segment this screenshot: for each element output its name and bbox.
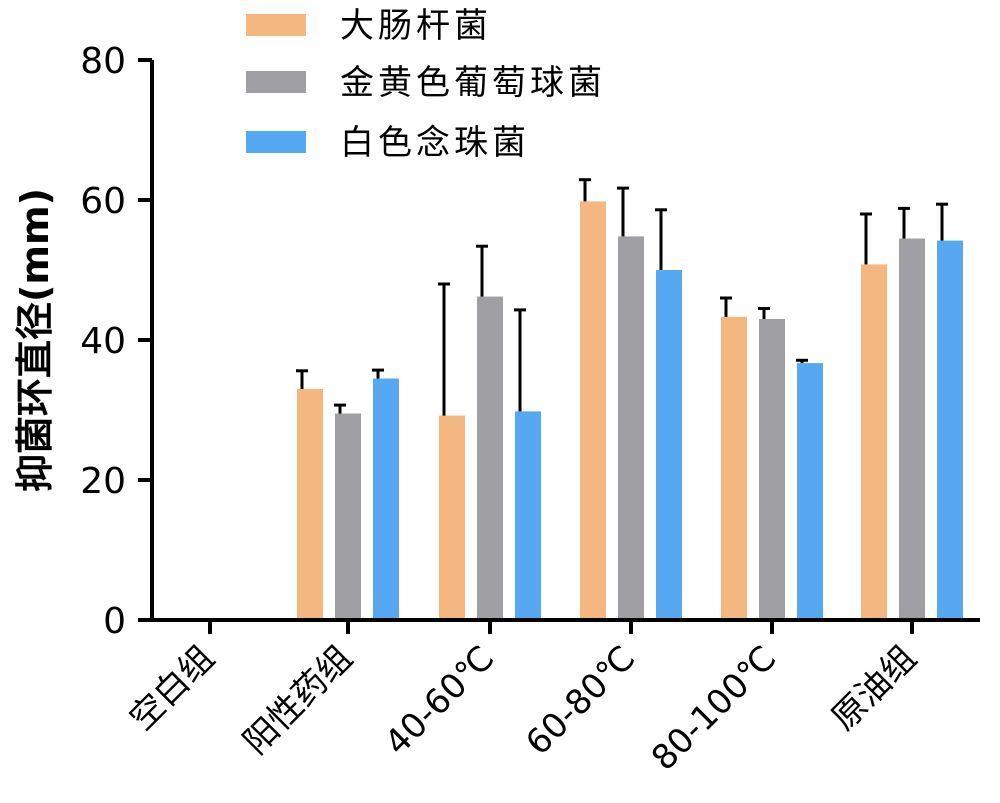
error-bars — [296, 178, 948, 416]
x-tick-label: 空白组 — [122, 638, 222, 738]
x-tick-label: 40-60℃ — [377, 638, 502, 763]
bar — [373, 378, 399, 620]
bar — [861, 264, 887, 620]
legend-swatch — [246, 14, 306, 36]
bar — [797, 363, 823, 620]
bar — [477, 296, 503, 620]
legend-label: 白色念珠菌 — [340, 123, 530, 163]
bars — [297, 201, 963, 620]
y-ticks: 0 20 40 60 80 — [80, 41, 152, 642]
legend-swatch — [246, 71, 306, 93]
y-tick-label: 60 — [80, 181, 126, 222]
y-tick-label: 20 — [80, 461, 126, 502]
x-tick-label: 80-100℃ — [644, 638, 784, 778]
x-tick-label: 阳性药组 — [236, 638, 360, 762]
bar — [899, 238, 925, 620]
bar — [721, 316, 747, 620]
legend-label: 金黄色葡萄球菌 — [340, 63, 606, 103]
bar — [297, 389, 323, 620]
x-tick-label: 原油组 — [824, 638, 924, 738]
x-ticks: 空白组 阳性药组 40-60℃ 60-80℃ 80-100℃ 原油组 — [122, 620, 924, 779]
y-tick-label: 40 — [80, 321, 126, 362]
y-axis-label: 抑菌环直径(mm) — [13, 188, 57, 492]
bar — [618, 236, 644, 620]
bar — [937, 240, 963, 620]
bar — [439, 415, 465, 620]
x-tick-label: 60-80℃ — [518, 638, 643, 763]
y-tick-label: 80 — [80, 41, 126, 82]
bar — [656, 270, 682, 620]
legend-label: 大肠杆菌 — [340, 6, 492, 46]
legend-swatch — [246, 131, 306, 153]
bar — [515, 411, 541, 620]
y-tick-label: 0 — [103, 601, 126, 642]
bar — [580, 201, 606, 620]
bar — [335, 413, 361, 620]
bar — [759, 319, 785, 620]
